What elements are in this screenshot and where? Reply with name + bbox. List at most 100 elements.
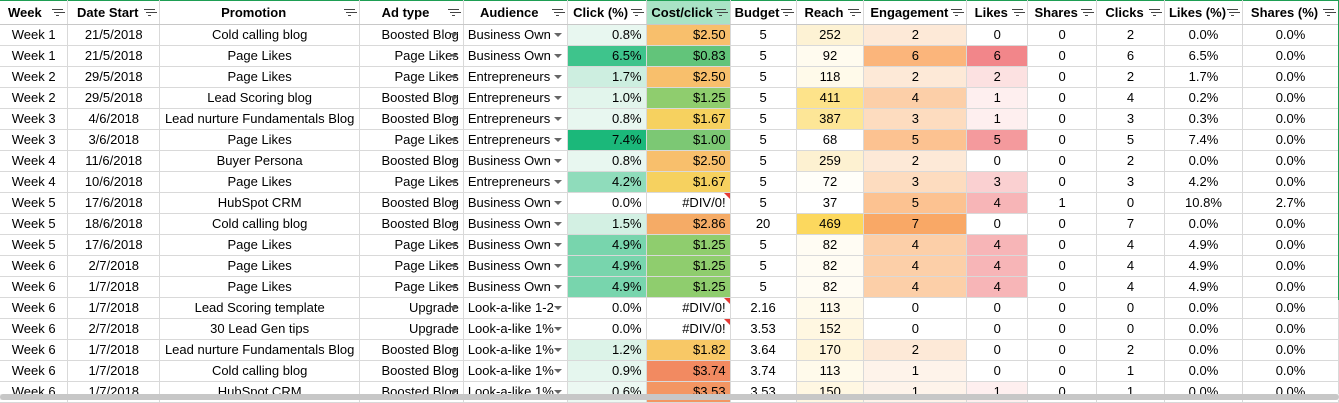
cell-clicks[interactable]: 4	[1096, 87, 1165, 109]
cell-likesp[interactable]: 1.7%	[1164, 66, 1244, 88]
cell-clicks[interactable]: 7	[1096, 213, 1165, 235]
cell-likesp[interactable]: 0.2%	[1164, 87, 1244, 109]
cell-promo[interactable]: Page Likes	[159, 171, 361, 193]
cell-aud[interactable]: Look-a-like 1-2	[463, 297, 568, 319]
dropdown-arrow-icon[interactable]	[553, 33, 562, 37]
column-header-reach[interactable]: Reach	[796, 0, 865, 25]
cell-promo[interactable]: Page Likes	[159, 129, 361, 151]
cell-week[interactable]: Week 6	[0, 360, 69, 382]
cell-click[interactable]: 0.0%	[567, 297, 647, 319]
cell-promo[interactable]: Page Likes	[159, 66, 361, 88]
cell-eng[interactable]: 7	[863, 213, 968, 235]
cell-shares[interactable]: 0	[1027, 339, 1098, 361]
cell-sharesp[interactable]: 0.0%	[1242, 318, 1339, 340]
cell-likes[interactable]: 1	[966, 87, 1029, 109]
cell-click[interactable]: 0.9%	[567, 360, 647, 382]
column-header-likes[interactable]: Likes	[966, 0, 1029, 25]
cell-promo[interactable]: Cold calling blog	[159, 24, 361, 46]
cell-aud[interactable]: Business Own	[463, 234, 568, 256]
cell-date[interactable]: 1/7/2018	[67, 276, 161, 298]
dropdown-arrow-icon[interactable]	[553, 222, 562, 226]
cell-date[interactable]: 29/5/2018	[67, 66, 161, 88]
cell-date[interactable]: 3/6/2018	[67, 129, 161, 151]
cell-cost[interactable]: $1.82	[646, 339, 731, 361]
cell-reach[interactable]: 170	[796, 339, 865, 361]
dropdown-arrow-icon[interactable]	[553, 96, 562, 100]
cell-reach[interactable]: 152	[796, 318, 865, 340]
cell-click[interactable]: 0.0%	[567, 192, 647, 214]
cell-promo[interactable]: Lead Scoring blog	[159, 87, 361, 109]
filter-icon[interactable]	[1012, 9, 1024, 17]
cell-promo[interactable]: Page Likes	[159, 45, 361, 67]
filter-icon[interactable]	[1148, 9, 1160, 17]
cell-aud[interactable]: Business Own	[463, 213, 568, 235]
cell-likesp[interactable]: 0.0%	[1164, 360, 1244, 382]
cell-cost[interactable]: $1.67	[646, 171, 731, 193]
cell-eng[interactable]: 5	[863, 192, 968, 214]
cell-budget[interactable]: 5	[730, 234, 797, 256]
cell-aud[interactable]: Entrepreneurs	[463, 171, 568, 193]
cell-reach[interactable]: 469	[796, 213, 865, 235]
dropdown-arrow-icon[interactable]	[449, 327, 458, 331]
cell-clicks[interactable]: 1	[1096, 360, 1165, 382]
cell-likesp[interactable]: 0.0%	[1164, 339, 1244, 361]
cell-week[interactable]: Week 5	[0, 213, 69, 235]
cell-sharesp[interactable]: 0.0%	[1242, 24, 1339, 46]
column-header-sharesp[interactable]: Shares (%)	[1242, 0, 1339, 25]
cell-sharesp[interactable]: 0.0%	[1242, 171, 1339, 193]
filter-icon[interactable]	[344, 9, 356, 17]
cell-sharesp[interactable]: 2.7%	[1242, 192, 1339, 214]
cell-shares[interactable]: 0	[1027, 318, 1098, 340]
cell-likes[interactable]: 5	[966, 129, 1029, 151]
cell-clicks[interactable]: 4	[1096, 276, 1165, 298]
dropdown-arrow-icon[interactable]	[553, 390, 562, 394]
cell-eng[interactable]: 0	[863, 297, 968, 319]
cell-shares[interactable]: 0	[1027, 24, 1098, 46]
cell-sharesp[interactable]: 0.0%	[1242, 297, 1339, 319]
cell-promo[interactable]: Page Likes	[159, 255, 361, 277]
cell-shares[interactable]: 0	[1027, 276, 1098, 298]
cell-date[interactable]: 17/6/2018	[67, 234, 161, 256]
cell-date[interactable]: 21/5/2018	[67, 24, 161, 46]
cell-click[interactable]: 4.9%	[567, 276, 647, 298]
cell-promo[interactable]: Page Likes	[159, 234, 361, 256]
cell-aud[interactable]: Business Own	[463, 24, 568, 46]
cell-clicks[interactable]: 3	[1096, 171, 1165, 193]
cell-week[interactable]: Week 2	[0, 66, 69, 88]
cell-budget[interactable]: 3.53	[730, 318, 797, 340]
cell-sharesp[interactable]: 0.0%	[1242, 87, 1339, 109]
cell-shares[interactable]: 0	[1027, 255, 1098, 277]
cell-budget[interactable]: 5	[730, 276, 797, 298]
column-header-eng[interactable]: Engagement	[863, 0, 968, 25]
cell-cost[interactable]: $1.25	[646, 255, 731, 277]
filter-icon[interactable]	[52, 9, 64, 17]
cell-shares[interactable]: 0	[1027, 234, 1098, 256]
cell-date[interactable]: 29/5/2018	[67, 87, 161, 109]
cell-promo[interactable]: Cold calling blog	[159, 213, 361, 235]
cell-adtype[interactable]: Page Likes	[359, 276, 464, 298]
cell-cost[interactable]: #DIV/0!	[646, 318, 731, 340]
cell-eng[interactable]: 4	[863, 234, 968, 256]
cell-likesp[interactable]: 0.0%	[1164, 213, 1244, 235]
cell-likes[interactable]: 0	[966, 150, 1029, 172]
cell-cost[interactable]: $2.50	[646, 24, 731, 46]
cell-likesp[interactable]: 7.4%	[1164, 129, 1244, 151]
dropdown-arrow-icon[interactable]	[553, 75, 562, 79]
cell-aud[interactable]: Entrepreneurs	[463, 66, 568, 88]
cell-adtype[interactable]: Boosted Blog	[359, 108, 464, 130]
cell-promo[interactable]: Buyer Persona	[159, 150, 361, 172]
dropdown-arrow-icon[interactable]	[449, 159, 458, 163]
cell-cost[interactable]: $0.83	[646, 45, 731, 67]
cell-budget[interactable]: 2.16	[730, 297, 797, 319]
cell-reach[interactable]: 82	[796, 234, 865, 256]
cell-sharesp[interactable]: 0.0%	[1242, 255, 1339, 277]
dropdown-arrow-icon[interactable]	[449, 390, 458, 394]
cell-date[interactable]: 4/6/2018	[67, 108, 161, 130]
cell-week[interactable]: Week 6	[0, 255, 69, 277]
cell-likesp[interactable]: 4.9%	[1164, 234, 1244, 256]
dropdown-arrow-icon[interactable]	[449, 369, 458, 373]
cell-reach[interactable]: 118	[796, 66, 865, 88]
cell-shares[interactable]: 0	[1027, 150, 1098, 172]
cell-likesp[interactable]: 4.2%	[1164, 171, 1244, 193]
cell-likes[interactable]: 0	[966, 213, 1029, 235]
